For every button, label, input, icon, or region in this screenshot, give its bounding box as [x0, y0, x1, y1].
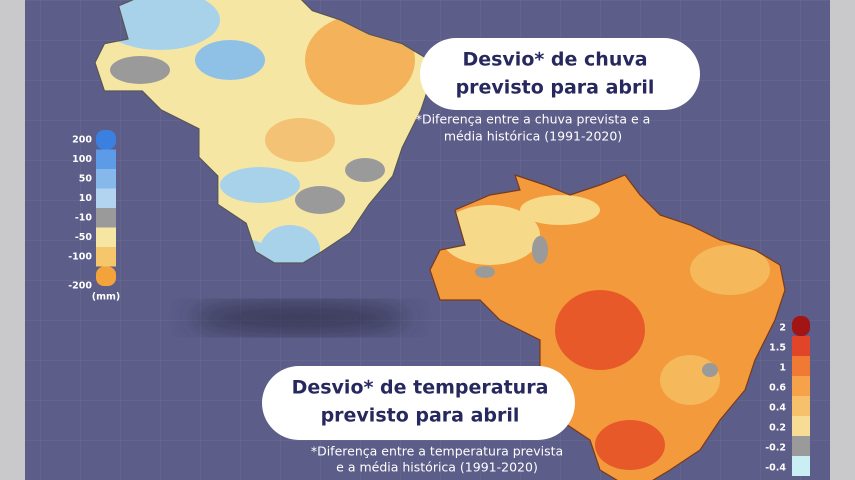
temperature-legend-label: 2 [779, 323, 786, 334]
temperature-title: previsto para abril [321, 405, 520, 427]
rain-legend-label: 10 [79, 193, 93, 204]
rain-note: *Diferença entre a chuva prevista e a [416, 112, 651, 127]
rain-legend-swatch [96, 169, 116, 189]
temperature-legend-swatch [792, 336, 810, 356]
temperature-legend-label: 1 [779, 363, 786, 374]
temperature-note: *Diferença entre a temperatura prevista [311, 444, 563, 459]
rain-legend-swatch [96, 188, 116, 208]
rain-legend-swatch [96, 266, 116, 286]
rain-legend-swatch [96, 208, 116, 228]
rain-legend-label: -100 [68, 251, 92, 262]
rain-card [420, 38, 700, 110]
rain-legend-label: -50 [75, 232, 93, 243]
temperature-card [262, 366, 575, 440]
temperature-legend-label: -0.2 [765, 443, 786, 454]
rain-legend-label: 100 [72, 154, 92, 165]
rain-legend-label: 50 [79, 173, 93, 184]
rain-legend-unit: (mm) [92, 292, 120, 303]
temperature-note: e a média histórica (1991-2020) [336, 460, 538, 475]
rain-legend-label: -10 [75, 212, 93, 223]
rain-title: Desvio* de chuva [462, 49, 647, 71]
temperature-legend-swatch [792, 316, 810, 336]
temperature-legend-swatch [792, 376, 810, 396]
left-edge [0, 0, 25, 480]
temperature-legend-label: 0.6 [769, 383, 786, 394]
temperature-legend-label: -0.4 [765, 463, 786, 474]
temperature-legend-swatch [792, 456, 810, 476]
temperature-legend-swatch [792, 416, 810, 436]
rain-title: previsto para abril [456, 77, 655, 99]
rain-legend-label: -200 [68, 281, 92, 292]
temperature-legend-swatch [792, 396, 810, 416]
temperature-legend-swatch [792, 356, 810, 376]
rain-legend-swatch [96, 247, 116, 267]
temperature-legend-swatch [792, 436, 810, 456]
rain-legend: 200 100 50 10 -10 -50 -100 -200(mm) [68, 130, 120, 303]
temperature-legend-label: 0.4 [769, 403, 786, 414]
right-edge [830, 0, 855, 480]
rain-note: média histórica (1991-2020) [444, 129, 622, 144]
temperature-title: Desvio* de temperatura [292, 377, 549, 399]
temperature-legend-label: 0.2 [769, 423, 786, 434]
rain-legend-swatch [96, 149, 116, 169]
temperature-legend-label: 1.5 [769, 343, 786, 354]
temperature-legend: 2 1.5 1 0.6 0.4 0.2 -0.2 -0.4 [765, 316, 810, 476]
rain-legend-label: 200 [72, 134, 92, 145]
rain-legend-swatch [96, 130, 116, 150]
rain-legend-swatch [96, 227, 116, 247]
map-shadow [190, 302, 410, 334]
